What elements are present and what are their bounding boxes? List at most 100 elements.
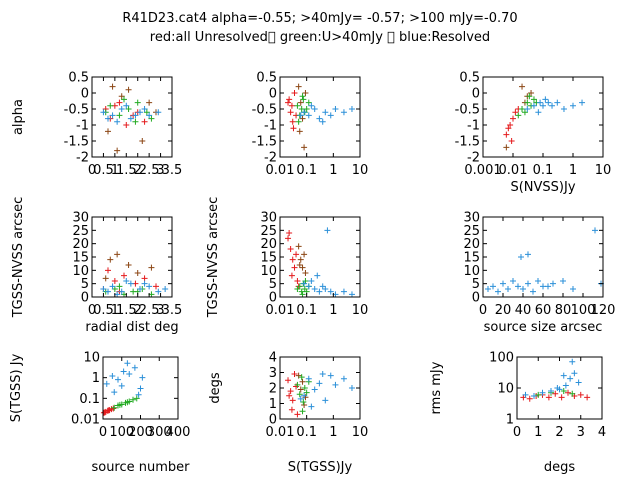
data-point <box>324 227 331 234</box>
y-axis-label: TGSS-NVSS arcsec <box>206 197 221 319</box>
y-tick-label: 0 <box>472 87 480 102</box>
data-point <box>114 251 121 258</box>
y-tick-label: -2 <box>264 151 277 166</box>
x-axis-label: degs <box>544 460 576 475</box>
data-point <box>290 125 297 132</box>
data-point <box>162 286 169 292</box>
data-point <box>548 388 554 395</box>
x-tick-label: 3 <box>156 303 164 318</box>
data-point <box>340 288 347 295</box>
data-point <box>299 378 306 385</box>
data-point <box>114 147 121 154</box>
y-tick-label: 0 <box>269 413 277 428</box>
data-point <box>567 375 574 382</box>
plot-frame <box>279 216 361 298</box>
y-tick-label: 0.5 <box>256 71 277 86</box>
data-point <box>485 286 491 292</box>
series-green <box>294 374 312 415</box>
data-point <box>294 381 301 388</box>
data-point <box>124 399 131 406</box>
x-tick-label: 0.01 <box>266 425 295 440</box>
data-point <box>131 364 138 371</box>
data-point <box>521 109 528 116</box>
data-point <box>577 391 584 398</box>
data-point <box>291 90 298 96</box>
y-tick-label: 0 <box>81 291 89 306</box>
x-tick-label: 0.01 <box>266 163 295 178</box>
x-tick-label: 1 <box>111 163 119 178</box>
data-point <box>299 264 306 271</box>
y-tick-label: -1 <box>264 119 277 134</box>
y-axis-label: rms mJy <box>429 361 444 414</box>
data-point <box>146 112 153 119</box>
data-point <box>525 251 531 258</box>
data-point <box>301 280 308 287</box>
y-tick-label: 25 <box>260 224 277 239</box>
data-point <box>125 106 132 112</box>
data-point <box>305 99 312 106</box>
x-tick-label: 0.1 <box>296 163 317 178</box>
data-point <box>558 394 565 401</box>
x-tick-label: 0.001 <box>464 163 501 178</box>
data-point <box>510 115 516 122</box>
data-point <box>549 102 556 109</box>
data-point <box>105 288 111 295</box>
data-point <box>301 402 308 409</box>
data-point <box>118 106 125 112</box>
x-tick-label: 4 <box>598 425 606 440</box>
data-point <box>301 144 308 151</box>
data-point <box>348 291 355 298</box>
data-point <box>125 86 132 93</box>
series-green <box>111 395 140 411</box>
x-tick-label: 1 <box>329 425 337 440</box>
series-brown <box>102 251 155 282</box>
x-tick-label: 1.5 <box>116 303 137 318</box>
data-point <box>508 138 515 144</box>
data-point <box>286 230 293 236</box>
data-point <box>286 96 293 103</box>
x-tick-label: 200 <box>128 425 153 440</box>
x-tick-label: 0.1 <box>533 163 554 178</box>
data-point <box>105 128 111 135</box>
data-point <box>530 96 537 103</box>
data-point <box>327 112 334 119</box>
x-tick-label: 0 <box>88 163 96 178</box>
x-tick-label: 2 <box>134 163 142 178</box>
figure-title-line1: R41D23.cat4 alpha=-0.55; >40mJy= -0.57; … <box>122 11 517 26</box>
data-point <box>562 382 569 389</box>
y-tick-label: 20 <box>260 237 277 252</box>
data-point <box>297 112 304 119</box>
data-point <box>293 251 300 258</box>
data-point <box>525 280 531 287</box>
series-red <box>520 389 591 402</box>
data-point <box>524 99 531 106</box>
series-blue <box>103 360 146 398</box>
data-point <box>311 106 318 112</box>
data-point <box>105 267 111 274</box>
data-point <box>302 278 309 284</box>
x-tick-label: 10 <box>352 163 369 178</box>
data-point <box>308 102 315 109</box>
series-green <box>294 278 312 298</box>
data-point <box>348 385 355 391</box>
data-point <box>126 371 133 378</box>
series-blue <box>297 102 355 125</box>
data-point <box>294 278 301 284</box>
data-point <box>289 397 296 404</box>
data-point <box>127 115 134 122</box>
data-point <box>143 109 150 116</box>
data-point <box>505 125 512 132</box>
data-point <box>148 115 155 122</box>
x-tick-label: 40 <box>515 303 532 318</box>
data-point <box>302 90 309 96</box>
x-tick-label: 0.01 <box>499 163 528 178</box>
data-point <box>137 286 143 292</box>
data-point <box>531 393 537 400</box>
data-point <box>301 251 308 258</box>
y-tick-label: 100 <box>489 351 514 366</box>
y-tick-label: -1 <box>76 119 89 134</box>
y-tick-label: 0.5 <box>459 71 480 86</box>
data-point <box>103 380 110 387</box>
